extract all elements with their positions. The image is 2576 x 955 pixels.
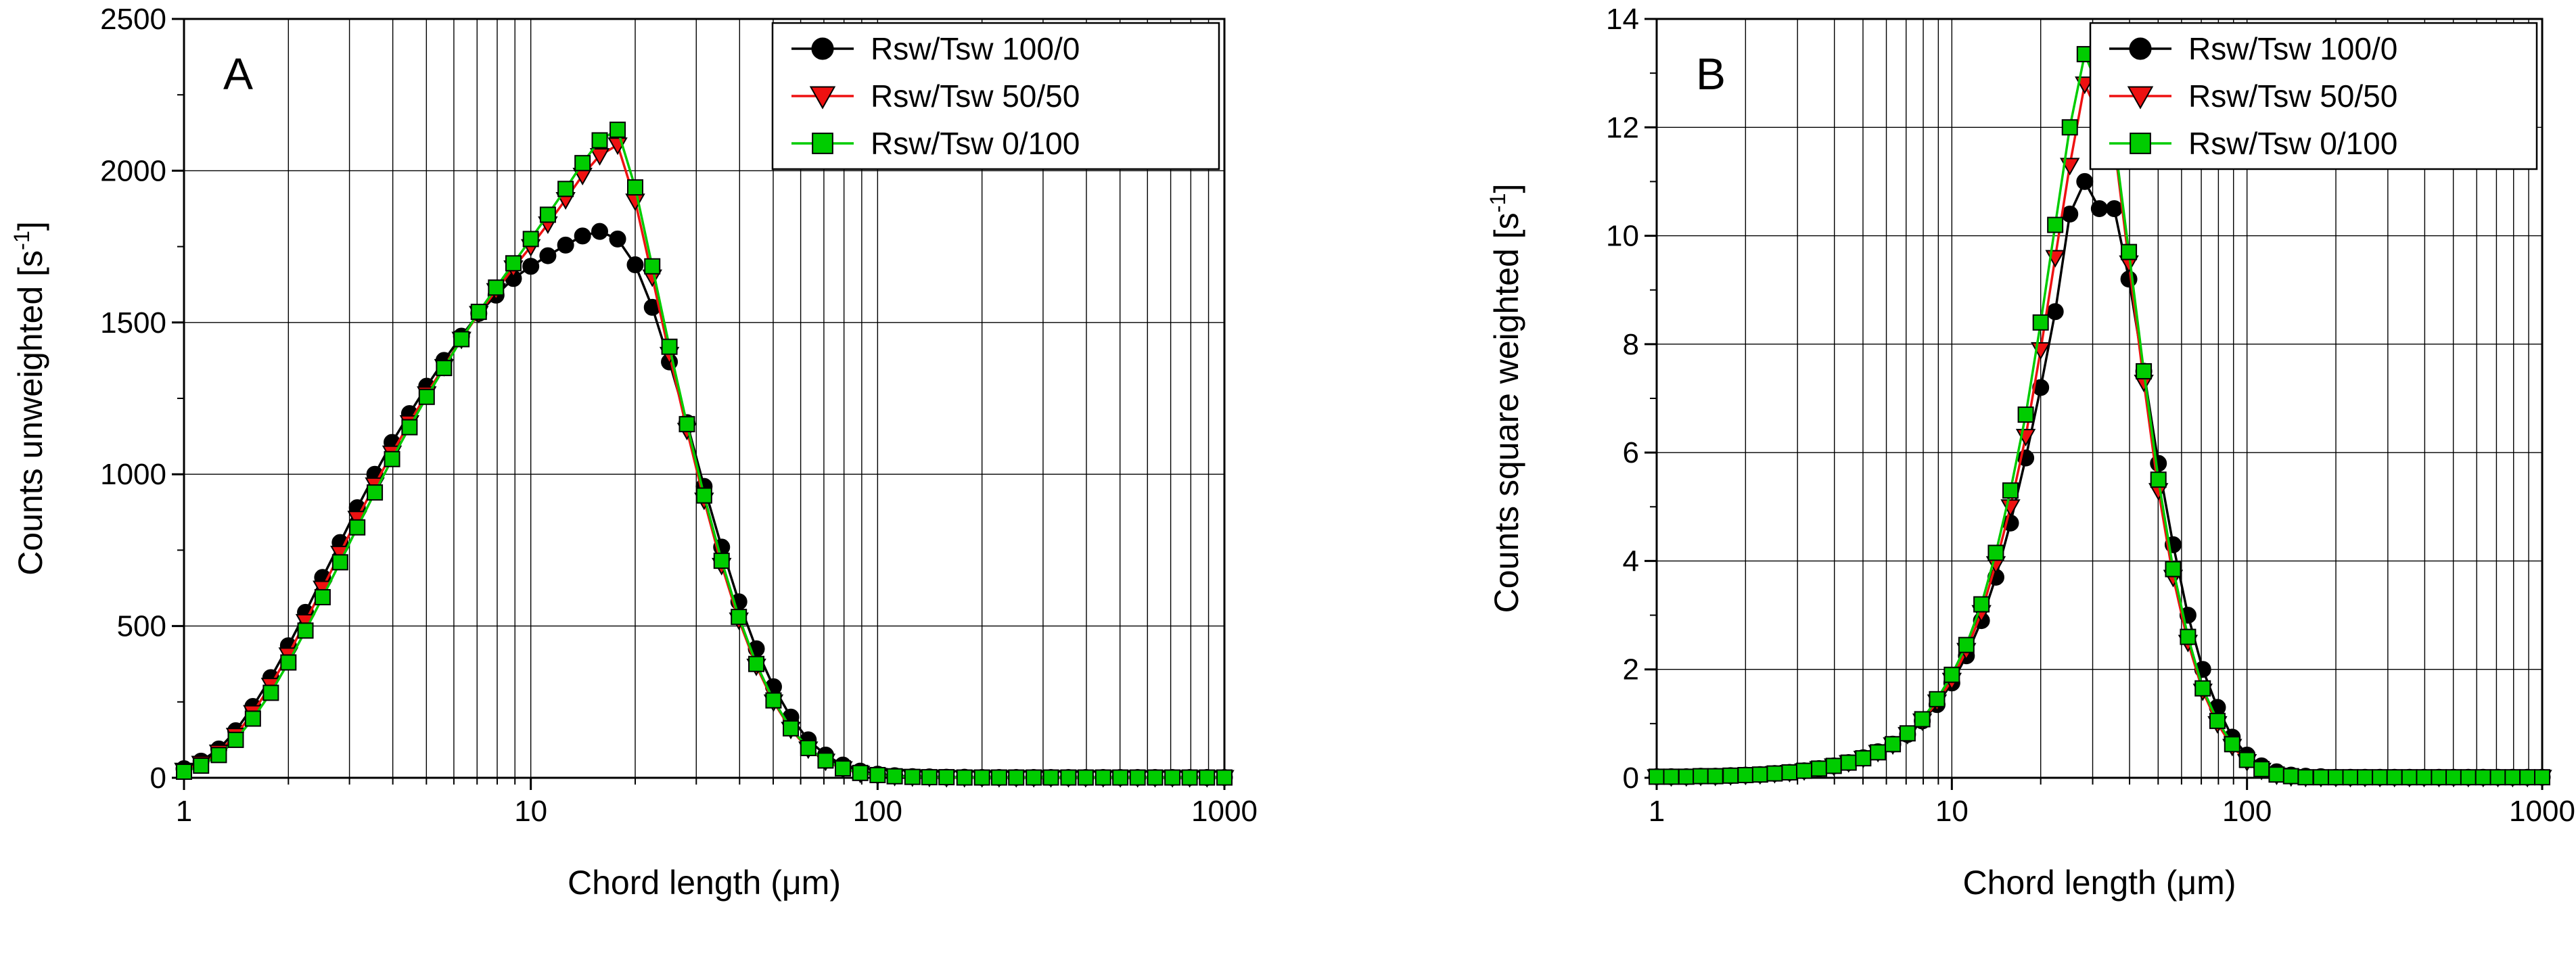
legend-label: Rsw/Tsw 50/50 xyxy=(871,78,1080,114)
legend-item-rsw-tsw-50-50: Rsw/Tsw 50/50 xyxy=(2109,78,2397,114)
legend-item-rsw-tsw-100-0: Rsw/Tsw 100/0 xyxy=(2109,31,2397,66)
x-axis-title: Chord length (μm) xyxy=(1963,864,2236,902)
panel-letter-a: A xyxy=(223,49,253,99)
svg-text:1000: 1000 xyxy=(1191,795,1258,828)
legend-triangle-down-icon xyxy=(2127,86,2154,110)
legend-label: Rsw/Tsw 50/50 xyxy=(2188,78,2397,114)
legend-circle-icon xyxy=(811,37,834,60)
svg-text:100: 100 xyxy=(2222,795,2272,828)
series-rsw-tsw-0-100 xyxy=(176,121,1233,786)
x-axis-title: Chord length (μm) xyxy=(568,864,841,902)
legend-label: Rsw/Tsw 100/0 xyxy=(2188,31,2397,66)
svg-text:100: 100 xyxy=(853,795,902,828)
svg-text:14: 14 xyxy=(1606,3,1639,36)
svg-text:2000: 2000 xyxy=(100,154,166,187)
legend-item-rsw-tsw-50-50: Rsw/Tsw 50/50 xyxy=(791,78,1080,114)
legend-label: Rsw/Tsw 0/100 xyxy=(2188,126,2397,161)
svg-text:1: 1 xyxy=(1649,795,1665,828)
panel-a: 1 10 100 1000 0 500 1000 1500 2000 2500 Chord leng… xyxy=(9,3,1258,902)
legend-label: Rsw/Tsw 100/0 xyxy=(871,31,1080,66)
svg-text:10: 10 xyxy=(1606,220,1639,253)
svg-text:12: 12 xyxy=(1606,111,1639,144)
svg-text:8: 8 xyxy=(1623,328,1639,361)
legend-triangle-down-icon xyxy=(809,86,836,110)
svg-text:1000: 1000 xyxy=(100,458,166,491)
y-axis-title: Counts square weighted [s-1] xyxy=(1486,184,1525,613)
legend-item-rsw-tsw-0-100: Rsw/Tsw 0/100 xyxy=(2109,126,2397,161)
svg-text:500: 500 xyxy=(117,610,166,643)
legend-label: Rsw/Tsw 0/100 xyxy=(871,126,1080,161)
svg-text:2: 2 xyxy=(1623,653,1639,686)
legend-item-rsw-tsw-100-0: Rsw/Tsw 100/0 xyxy=(791,31,1080,66)
series-rsw-tsw-100-0 xyxy=(1648,172,2551,786)
series-rsw-tsw-50-50 xyxy=(174,137,1235,788)
svg-text:1500: 1500 xyxy=(100,306,166,340)
svg-text:2500: 2500 xyxy=(100,3,166,36)
legend-square-icon xyxy=(2130,133,2151,154)
svg-text:6: 6 xyxy=(1623,436,1639,469)
y-gridlines xyxy=(184,170,1224,627)
svg-text:1: 1 xyxy=(176,795,192,828)
panel-b: 1 10 100 1000 0 2 4 6 8 10 12 14 Chord length (μm) Co… xyxy=(1288,0,2576,955)
series-rsw-tsw-50-50 xyxy=(1647,76,2552,788)
svg-text:10: 10 xyxy=(1935,795,1969,828)
chart-panel-b: 1 10 100 1000 0 2 4 6 8 10 12 14 Chord length (μm) Co… xyxy=(1486,3,2575,902)
svg-text:4: 4 xyxy=(1623,544,1639,578)
svg-text:1000: 1000 xyxy=(2509,795,2575,828)
x-gridlines xyxy=(288,19,1210,778)
x-tick-labels: 1 10 100 1000 xyxy=(176,795,1258,828)
svg-text:0: 0 xyxy=(150,762,166,795)
svg-text:0: 0 xyxy=(1623,762,1639,795)
legend: Rsw/Tsw 100/0 Rsw/Tsw 50/50 Rsw/Tsw 0/100 xyxy=(2089,22,2538,170)
legend-circle-icon xyxy=(2129,37,2152,60)
svg-text:10: 10 xyxy=(514,795,547,828)
y-tick-labels: 0 500 1000 1500 2000 2500 xyxy=(100,3,166,795)
x-tick-labels: 1 10 100 1000 xyxy=(1649,795,2575,828)
y-tick-labels: 0 2 4 6 8 10 12 14 xyxy=(1606,3,1639,795)
legend-square-icon xyxy=(812,133,833,154)
chart-panel-a: 1 10 100 1000 0 500 1000 1500 2000 2500 Chord leng… xyxy=(9,3,1258,902)
legend: Rsw/Tsw 100/0 Rsw/Tsw 50/50 Rsw/Tsw 0/100 xyxy=(771,22,1220,170)
y-axis-title: Counts unweighted [s-1] xyxy=(9,221,49,576)
panel-letter-b: B xyxy=(1696,49,1726,99)
legend-item-rsw-tsw-0-100: Rsw/Tsw 0/100 xyxy=(791,126,1080,161)
